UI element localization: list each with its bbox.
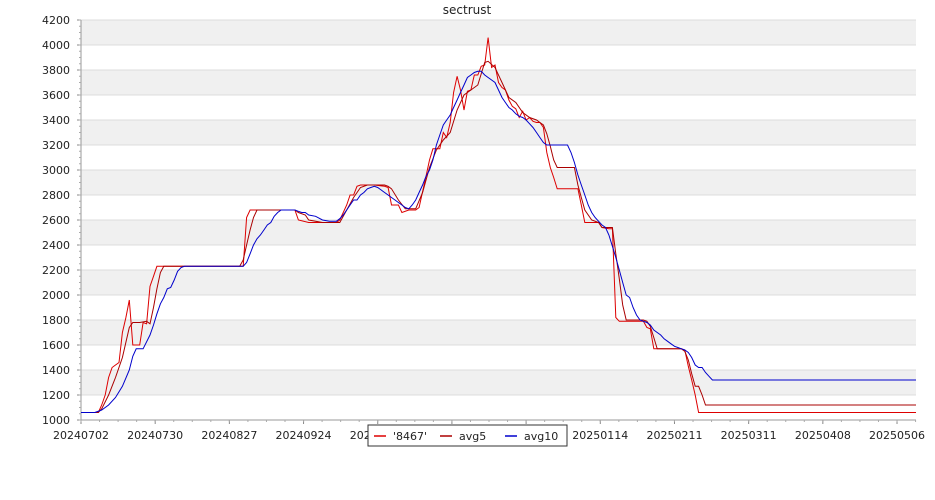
grid-lines bbox=[81, 19, 916, 421]
series-lines bbox=[81, 37, 916, 413]
y-tick-label: 1800 bbox=[42, 314, 70, 327]
y-tick-label: 4000 bbox=[42, 39, 70, 52]
grid-bands bbox=[81, 20, 916, 395]
y-tick-label: 1400 bbox=[42, 364, 70, 377]
legend-box bbox=[367, 424, 568, 447]
chart-title: sectrust bbox=[443, 3, 492, 17]
x-tick-label: 20250211 bbox=[646, 429, 702, 442]
y-tick-label: 3000 bbox=[42, 164, 70, 177]
y-tick-label: 3200 bbox=[42, 139, 70, 152]
y-tick-label: 1000 bbox=[42, 414, 70, 427]
x-tick-label: 20250506 bbox=[869, 429, 925, 442]
series-line-avg10 bbox=[81, 70, 916, 413]
grid-band bbox=[81, 370, 916, 395]
y-tick-label: 1600 bbox=[42, 339, 70, 352]
y-tick-label: 2200 bbox=[42, 264, 70, 277]
x-tick-label: 20250114 bbox=[572, 429, 628, 442]
y-tick-label: 2600 bbox=[42, 214, 70, 227]
grid-band bbox=[81, 220, 916, 245]
legend-label: '8467' bbox=[393, 430, 427, 443]
x-tick-label: 20250408 bbox=[795, 429, 851, 442]
y-tick-label: 3400 bbox=[42, 114, 70, 127]
x-tick-label: 20240924 bbox=[276, 429, 332, 442]
y-tick-label: 4200 bbox=[42, 14, 70, 27]
legend-label: avg5 bbox=[459, 430, 486, 443]
grid-band bbox=[81, 170, 916, 195]
x-tick-label: 20240702 bbox=[53, 429, 109, 442]
grid-band bbox=[81, 320, 916, 345]
y-tick-label: 3800 bbox=[42, 64, 70, 77]
y-tick-label: 2800 bbox=[42, 189, 70, 202]
x-tick-label: 20240827 bbox=[201, 429, 257, 442]
y-tick-label: 2400 bbox=[42, 239, 70, 252]
y-tick-label: 2000 bbox=[42, 289, 70, 302]
grid-band bbox=[81, 270, 916, 295]
y-axis: 1000 1200 1400 1600 1800 2000 2200 2400 2600 2800… bbox=[42, 14, 82, 427]
legend: '8467' avg5 avg10 bbox=[367, 424, 568, 447]
y-tick-label: 1200 bbox=[42, 389, 70, 402]
legend-label: avg10 bbox=[524, 430, 558, 443]
grid-band bbox=[81, 20, 916, 45]
grid-band bbox=[81, 120, 916, 145]
y-tick-label: 3600 bbox=[42, 89, 70, 102]
x-tick-label: 20250311 bbox=[721, 429, 777, 442]
x-tick-label: 20240730 bbox=[127, 429, 183, 442]
